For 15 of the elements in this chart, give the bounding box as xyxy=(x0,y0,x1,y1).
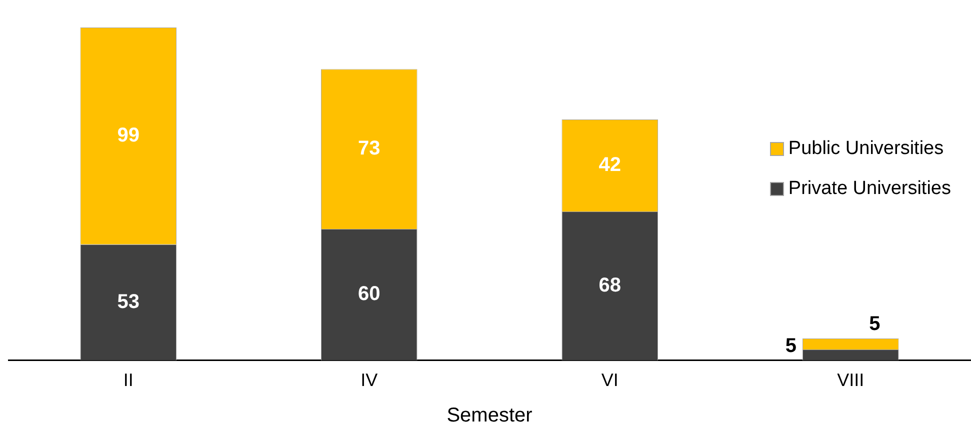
x-tick-label: VIII xyxy=(837,370,864,390)
data-label: 53 xyxy=(117,290,140,313)
data-label: 42 xyxy=(598,154,621,176)
x-tick-label: VI xyxy=(601,370,618,390)
legend-label: Private Universities xyxy=(788,178,951,200)
x-tick-label: IV xyxy=(360,370,378,390)
data-label: 5 xyxy=(785,334,796,357)
legend-label: Public Universities xyxy=(788,138,944,160)
data-label: 99 xyxy=(117,124,140,146)
data-label: 73 xyxy=(358,138,380,160)
data-label: 68 xyxy=(598,274,621,296)
data-label: 60 xyxy=(358,283,380,306)
x-tick-label: II xyxy=(123,370,134,390)
x-axis-title: Semester xyxy=(446,404,533,427)
data-label: 5 xyxy=(869,313,880,336)
